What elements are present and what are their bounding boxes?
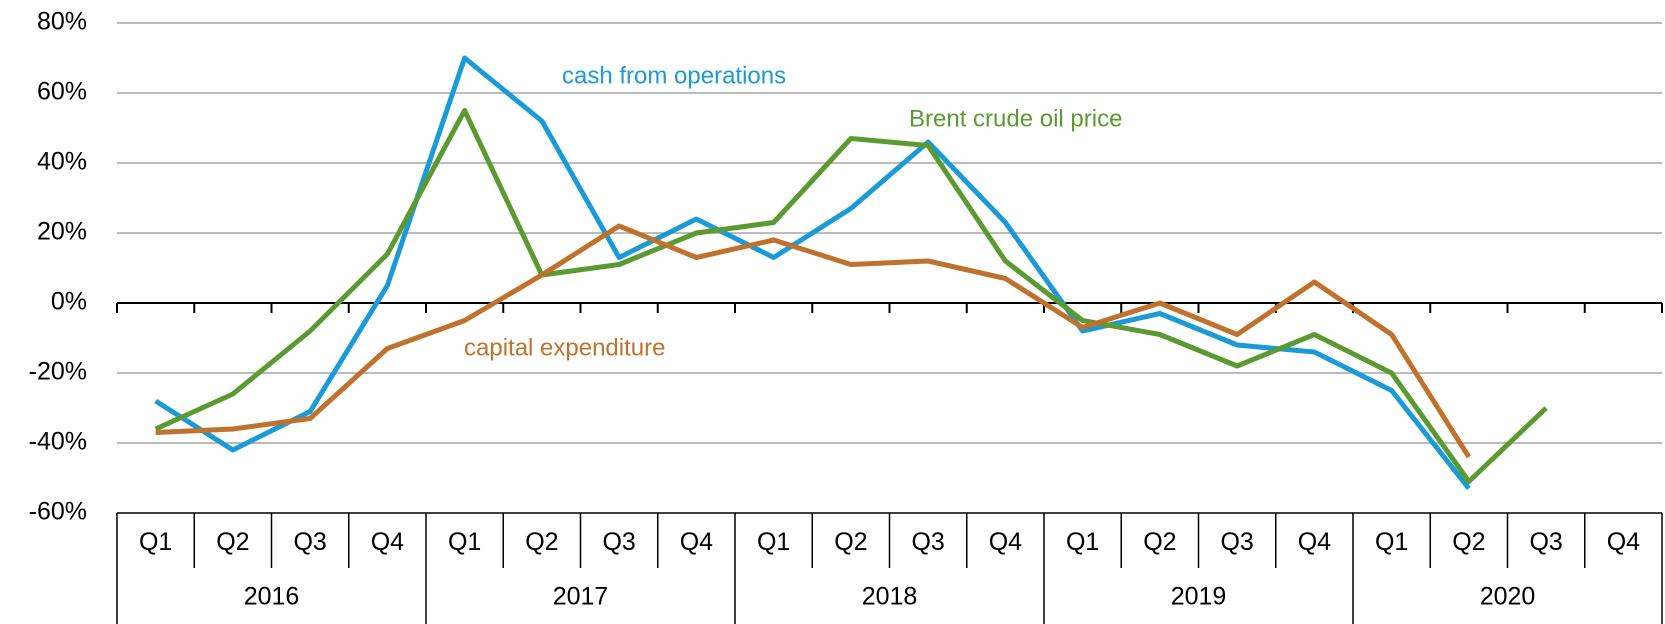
series-label: capital expenditure	[464, 334, 665, 361]
year-label: 2017	[553, 583, 609, 611]
year-label: 2016	[244, 583, 300, 611]
x-tick-label: Q1	[1375, 528, 1408, 556]
x-tick-label: Q2	[1143, 528, 1176, 556]
series-line	[154, 55, 1471, 491]
x-tick-label: Q1	[448, 528, 481, 556]
x-tick-label: Q4	[1607, 528, 1640, 556]
series-line	[155, 223, 1471, 459]
year-label: 2019	[1171, 583, 1227, 611]
y-tick-label: -60%	[29, 498, 87, 526]
x-tick-label: Q3	[602, 528, 635, 556]
year-label: 2020	[1480, 583, 1536, 611]
series-label: Brent crude oil price	[909, 105, 1122, 132]
series-label: cash from operations	[562, 62, 786, 89]
x-tick-label: Q2	[834, 528, 867, 556]
x-tick-label: Q2	[1452, 528, 1485, 556]
x-tick-label: Q3	[1529, 528, 1562, 556]
x-tick-label: Q2	[525, 528, 558, 556]
y-tick-label: 80%	[37, 8, 87, 36]
x-tick-label: Q3	[293, 528, 326, 556]
x-tick-label: Q4	[680, 528, 713, 556]
y-tick-label: -20%	[29, 358, 87, 386]
x-tick-label: Q3	[911, 528, 944, 556]
x-tick-label: Q4	[1298, 528, 1331, 556]
x-tick-label: Q2	[216, 528, 249, 556]
y-tick-label: 20%	[37, 218, 87, 246]
y-tick-label: -40%	[29, 428, 87, 456]
x-tick-label: Q1	[139, 528, 172, 556]
x-tick-label: Q4	[989, 528, 1022, 556]
x-tick-label: Q1	[757, 528, 790, 556]
x-tick-label: Q4	[371, 528, 404, 556]
y-tick-label: 0%	[51, 288, 87, 316]
y-tick-label: 60%	[37, 78, 87, 106]
x-tick-label: Q3	[1220, 528, 1253, 556]
x-tick-label: Q1	[1066, 528, 1099, 556]
y-tick-label: 40%	[37, 148, 87, 176]
series-line	[154, 108, 1548, 484]
year-label: 2018	[862, 583, 918, 611]
